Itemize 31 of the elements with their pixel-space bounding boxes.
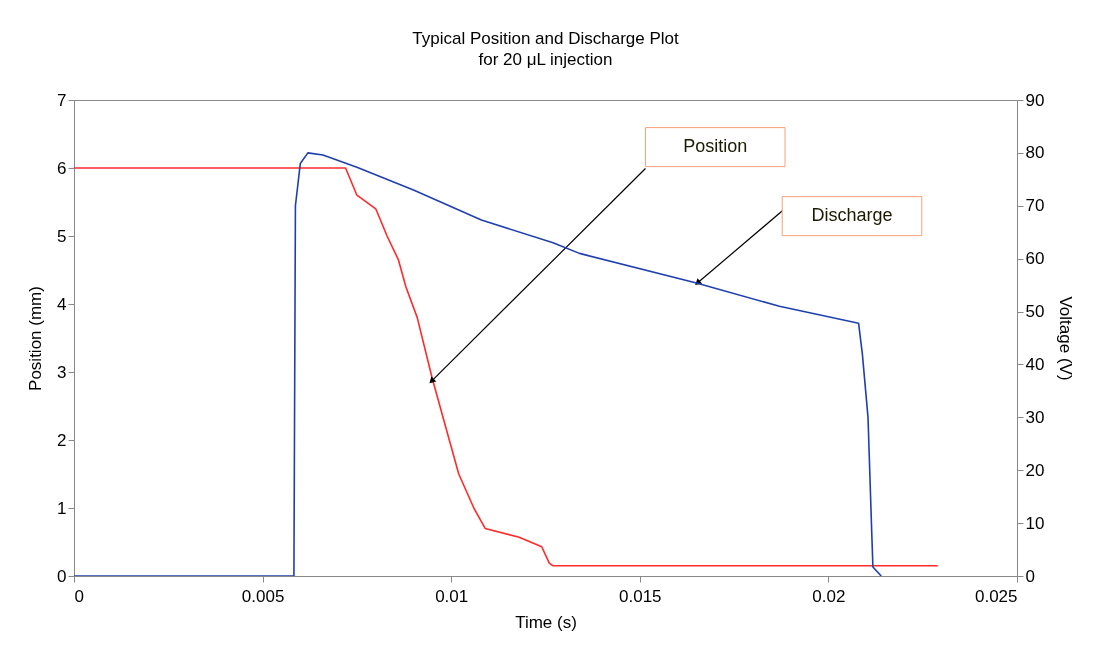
y2-tick-label: 80: [1025, 143, 1045, 163]
annotation: Discharge: [811, 205, 893, 226]
x-axis-title: Time (s): [515, 612, 577, 632]
y2-tick-label: 0: [1025, 566, 1035, 586]
y2-tick-label: 10: [1025, 513, 1045, 533]
y2-tick-label: 90: [1025, 90, 1045, 110]
x-tick-label: 0.025: [974, 586, 1018, 606]
x-tick-label: 0.015: [619, 586, 662, 606]
y-tick-label: 1: [57, 498, 67, 518]
x-tick-label: 0.01: [435, 586, 469, 606]
y2-tick-label: 60: [1025, 249, 1045, 269]
x-tick-label: 0: [74, 586, 84, 606]
x-tick-label: 0.005: [241, 586, 285, 606]
y-tick-label: 5: [57, 226, 67, 246]
y2-tick-label: 50: [1025, 302, 1045, 322]
x-tick-label: 0.02: [812, 586, 846, 606]
y2-tick-label: 20: [1025, 460, 1045, 480]
y-tick-label: 4: [57, 294, 67, 314]
y-tick-label: 0: [57, 566, 67, 586]
y-tick-label: 2: [57, 430, 67, 450]
y-tick-label: 6: [57, 158, 67, 178]
y2-tick-label: 40: [1025, 354, 1045, 374]
y2-tick-label: 30: [1025, 407, 1045, 427]
y-axis-title: Position (mm): [26, 286, 46, 391]
annotation: Position: [683, 136, 748, 157]
chart-title: Typical Position and Discharge Plot: [412, 29, 680, 48]
y2-axis-title: Voltage (V): [1056, 296, 1076, 381]
y2-tick-label: 70: [1025, 196, 1045, 216]
y-tick-label: 7: [57, 90, 67, 110]
y-tick-label: 3: [57, 362, 67, 382]
chart-subtitle: for 20 μL injection: [478, 50, 613, 69]
